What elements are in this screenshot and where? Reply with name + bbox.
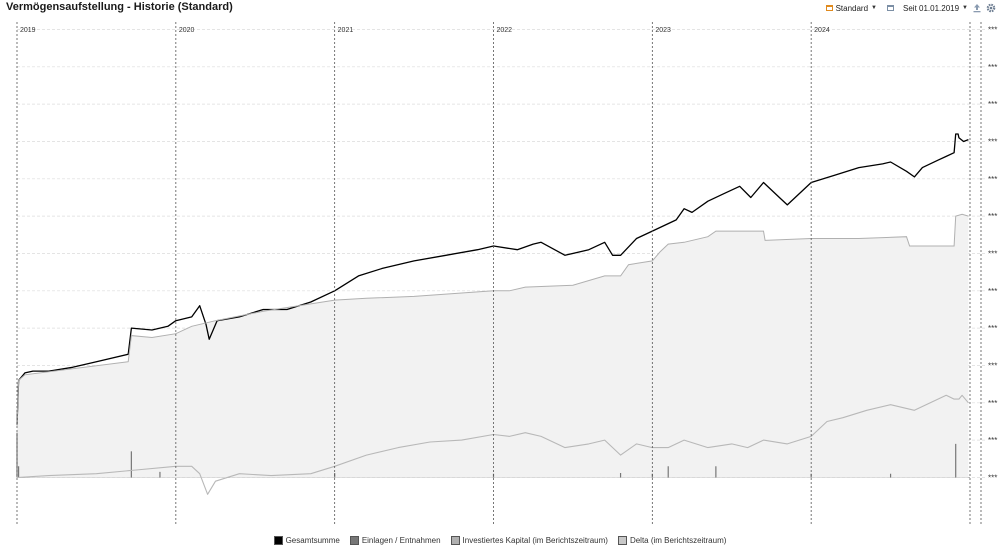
view-selector[interactable]: Standard ▼ — [825, 3, 877, 13]
y-tick-label: *** — [988, 175, 997, 184]
legend-swatch — [273, 536, 283, 545]
legend-item-gesamtsumme[interactable]: Gesamtsumme — [273, 536, 340, 545]
page-title: Vermögensaufstellung - Historie (Standar… — [6, 1, 233, 13]
y-tick-label: *** — [988, 100, 997, 109]
view-label: Standard — [835, 3, 869, 13]
y-tick-label: *** — [988, 324, 997, 333]
y-tick-label: *** — [988, 287, 997, 296]
y-tick-label: *** — [988, 473, 997, 482]
legend-label: Investiertes Kapital (im Berichtszeitrau… — [462, 536, 608, 545]
chart-toolbar: Standard ▼ Seit 01.01.2019 ▼ — [825, 1, 996, 15]
legend-label: Delta (im Berichtszeitraum) — [629, 536, 727, 545]
y-axis: *** *** *** *** *** *** *** *** *** *** *** *** *** — [988, 25, 997, 482]
y-tick-label: *** — [988, 249, 997, 258]
x-tick-label: 2020 — [179, 27, 195, 34]
x-tick-label: 2021 — [338, 27, 354, 34]
y-tick-label: *** — [988, 399, 997, 408]
legend-swatch — [617, 536, 627, 545]
y-tick-label: *** — [988, 212, 997, 221]
y-tick-label: *** — [988, 137, 997, 146]
export-icon[interactable] — [972, 3, 982, 13]
gesamtsumme-line — [16, 133, 969, 426]
x-tick-label: 2019 — [20, 27, 36, 34]
line-layer — [16, 133, 969, 495]
legend-swatch — [349, 536, 359, 545]
area-layer — [17, 214, 969, 478]
gear-icon[interactable] — [986, 3, 996, 13]
chevron-down-icon: ▼ — [871, 5, 877, 11]
legend-swatch — [450, 536, 460, 545]
y-tick-label: *** — [988, 25, 997, 34]
y-tick-label: *** — [988, 361, 997, 370]
calendar-icon — [887, 5, 894, 11]
delta-line — [16, 394, 969, 495]
legend-item-delta[interactable]: Delta (im Berichtszeitraum) — [617, 536, 727, 545]
legend-label: Gesamtsumme — [285, 536, 340, 545]
x-tick-label: 2023 — [655, 27, 671, 34]
x-tick-label: 2022 — [497, 27, 513, 34]
period-selector[interactable]: Seit 01.01.2019 ▼ — [887, 4, 968, 13]
legend-item-einlagen[interactable]: Einlagen / Entnahmen — [349, 536, 441, 545]
investiertes-kapital-line — [16, 213, 969, 426]
legend-label: Einlagen / Entnahmen — [361, 536, 441, 545]
y-tick-label: *** — [988, 63, 997, 72]
legend: Gesamtsumme Einlagen / Entnahmen Investi… — [0, 536, 1000, 545]
investiertes-kapital-area — [17, 214, 969, 478]
calendar-icon — [825, 5, 833, 11]
year-lines: 2019 2020 2021 2022 2023 2024 — [16, 22, 982, 526]
y-tick-label: *** — [988, 436, 997, 445]
legend-item-investiert[interactable]: Investiertes Kapital (im Berichtszeitrau… — [450, 536, 608, 545]
bar-layer — [16, 432, 957, 478]
period-label: Seit 01.01.2019 — [903, 3, 960, 13]
chevron-down-icon: ▼ — [962, 5, 968, 11]
x-tick-label: 2024 — [814, 27, 830, 34]
